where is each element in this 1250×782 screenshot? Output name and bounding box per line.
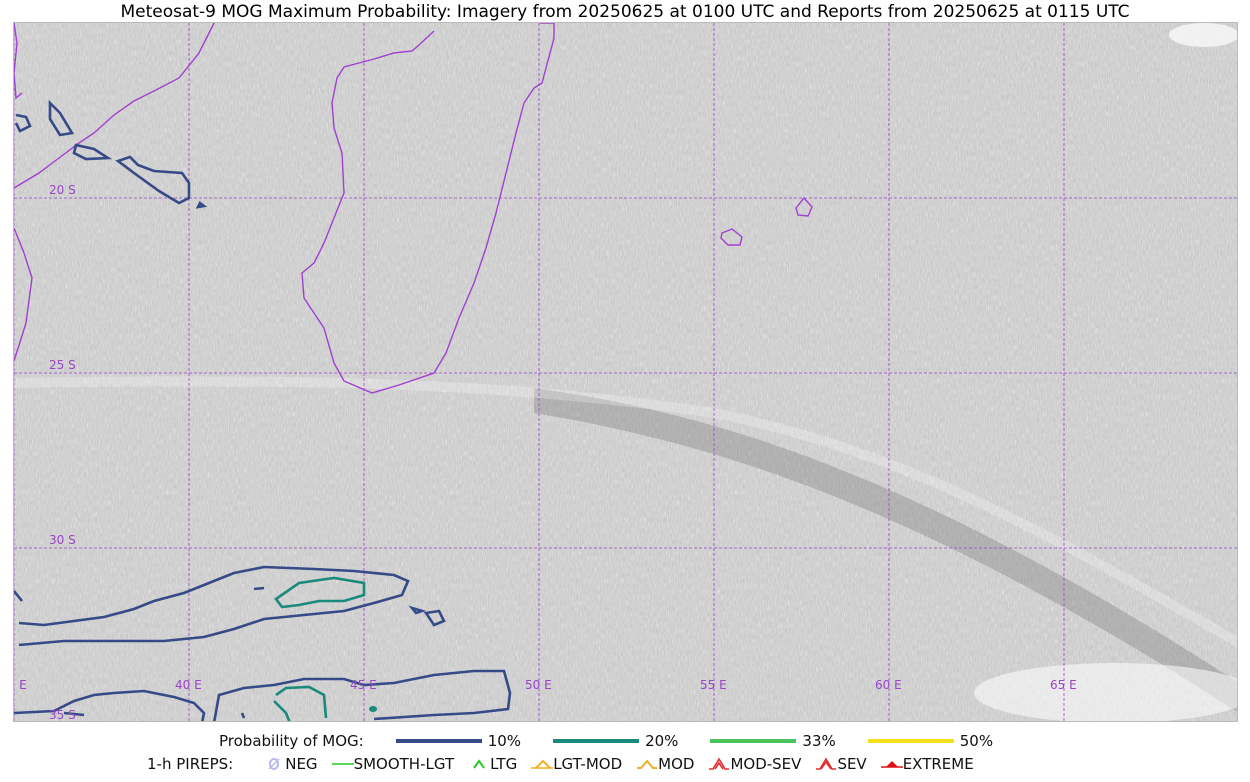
swatch-33pct (710, 739, 797, 743)
legend-label-lgt-mod: LGT-MOD (553, 755, 623, 773)
lgt-mod-icon (531, 758, 554, 770)
legend-label-sev: SEV (837, 755, 867, 773)
ltg-icon (468, 758, 490, 770)
latitude-label: 20 S (49, 183, 76, 197)
legend-label-neg: NEG (285, 755, 318, 773)
madagascar-coastline (301, 23, 555, 394)
longitude-label: 60 E (875, 678, 902, 692)
mod-icon (636, 758, 658, 770)
legend-label-20pct: 20% (645, 732, 679, 750)
mauritius-island (795, 196, 813, 217)
cloud-patch (1169, 23, 1237, 47)
legend-label-33pct: 33% (802, 732, 836, 750)
longitude-label: 50 E (525, 678, 552, 692)
africa-coastline-north (14, 23, 23, 100)
africa-coastline-south (14, 227, 33, 362)
probability-legend-title: Probability of MOG: (219, 732, 364, 750)
contours-20pct (273, 576, 377, 721)
longitude-label: 65 E (1050, 678, 1077, 692)
longitude-label: 45 E (350, 678, 377, 692)
mod-sev-icon (708, 757, 730, 771)
legend-label-mod: MOD (658, 755, 695, 773)
neg-icon (263, 757, 285, 771)
longitude-label: 55 E (700, 678, 727, 692)
lat-lon-grid (14, 23, 1237, 721)
legend-label-50pct: 50% (959, 732, 994, 750)
extreme-icon (880, 758, 903, 770)
grid-labels: 20 S 25 S 30 S 35 S 35 E 40 E 45 E 50 E 55 E 60 E… (14, 183, 1077, 722)
smooth-lgt-icon (331, 759, 354, 769)
swatch-50pct (867, 739, 954, 743)
pireps-legend: 1-h PIREPS: NEG SMOOTH-LGT LTG LGT-MOD M… (0, 755, 1250, 773)
map-canvas: 20 S 25 S 30 S 35 S 35 E 40 E 45 E 50 E 55 E 60 E… (14, 23, 1237, 722)
swatch-10pct (395, 739, 482, 743)
legend-label-ltg: LTG (490, 755, 518, 773)
satellite-map[interactable]: 20 S 25 S 30 S 35 S 35 E 40 E 45 E 50 E 55 E 60 E… (13, 22, 1238, 722)
cloud-band-dark (534, 388, 1237, 712)
latitude-label: 30 S (49, 533, 76, 547)
legend-label-smooth-lgt: SMOOTH-LGT (353, 755, 455, 773)
legend-label-extreme: EXTREME (902, 755, 974, 773)
latitude-label: 25 S (49, 358, 76, 372)
reunion-island (720, 228, 743, 246)
longitude-label: 40 E (175, 678, 202, 692)
legend-label-10pct: 10% (487, 732, 522, 750)
sev-icon (815, 757, 837, 771)
africa-coastline (14, 23, 215, 189)
pireps-legend-title: 1-h PIREPS: (147, 755, 234, 773)
probability-legend: Probability of MOG: 10% 20% 33% 50% (0, 732, 1250, 750)
imagery-texture (14, 23, 1237, 721)
figure-title: Meteosat-9 MOG Maximum Probability: Imag… (120, 2, 1130, 22)
cloud-patch (974, 663, 1237, 721)
contours-10pct (14, 99, 512, 721)
latitude-label: 35 S (49, 708, 76, 722)
swatch-20pct (553, 739, 640, 743)
legend-label-mod-sev: MOD-SEV (730, 755, 802, 773)
longitude-label: 35 E (14, 678, 27, 692)
